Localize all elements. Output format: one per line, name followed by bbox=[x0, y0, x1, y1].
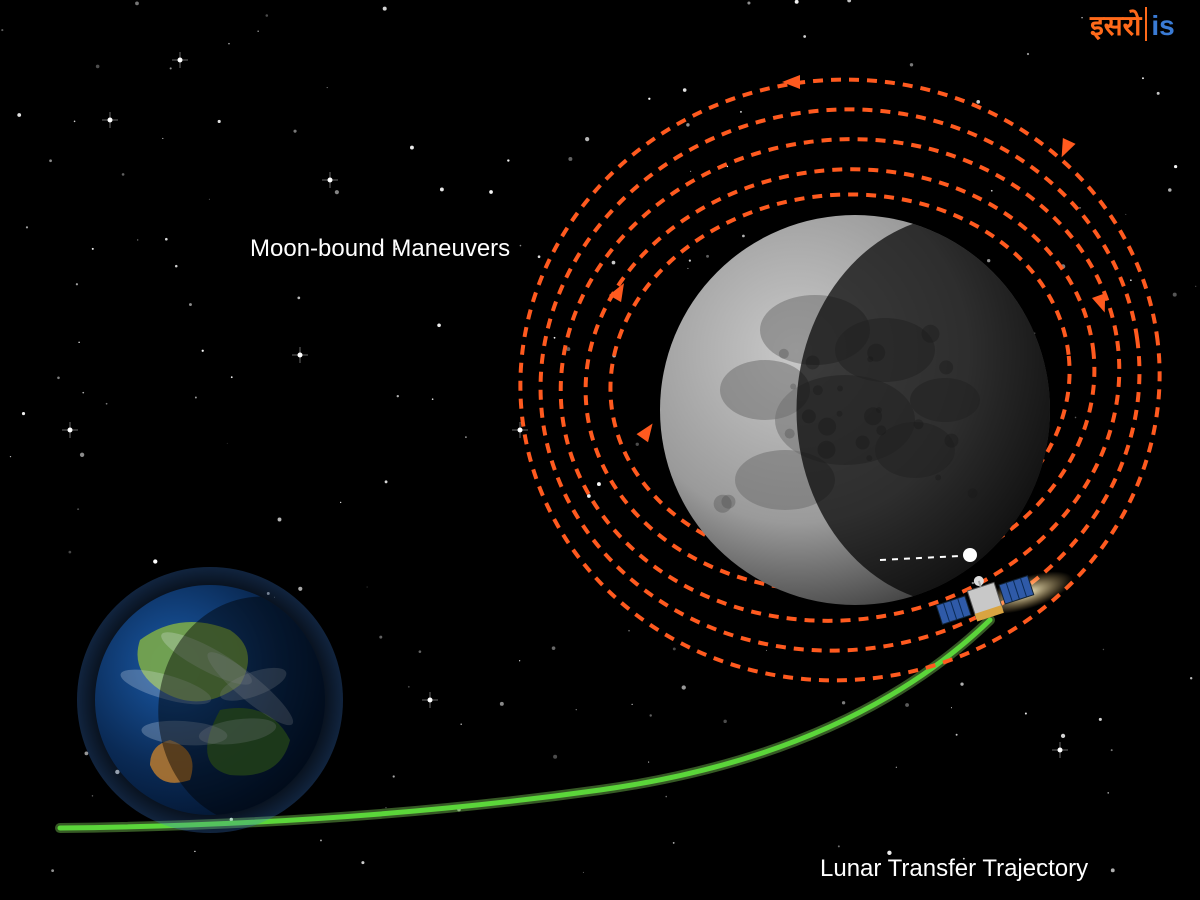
label-maneuvers: Moon-bound Maneuvers bbox=[250, 235, 510, 263]
logo-english: is bbox=[1151, 10, 1174, 41]
logo-separator bbox=[1145, 7, 1147, 41]
label-transfer: Lunar Transfer Trajectory bbox=[820, 855, 1088, 883]
landing-dot bbox=[963, 548, 977, 562]
logo-hindi: इसरो bbox=[1090, 10, 1141, 41]
isro-logo: इसरो is bbox=[1090, 6, 1175, 44]
diagram-canvas bbox=[0, 0, 1200, 900]
trajectory-diagram: Moon-bound Maneuvers Lunar Transfer Traj… bbox=[0, 0, 1200, 900]
